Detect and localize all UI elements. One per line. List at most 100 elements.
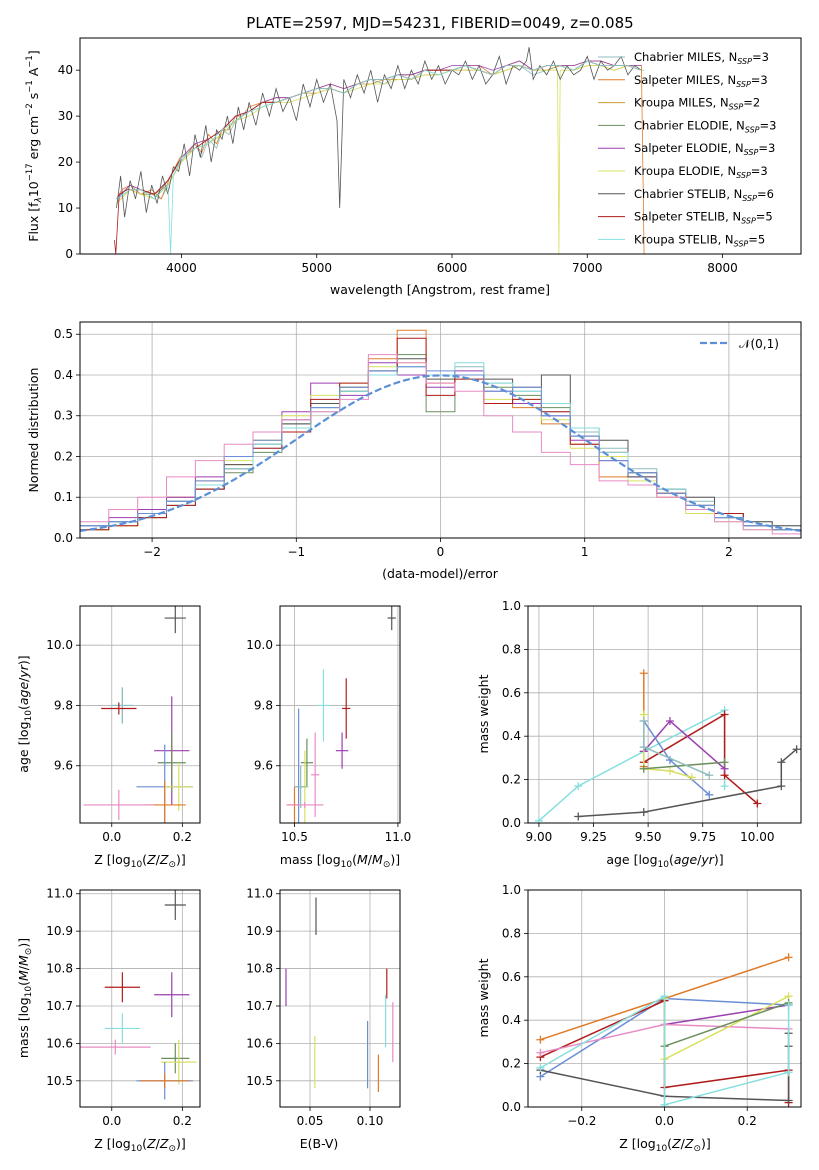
legend-label: Salpeter STELIB, NSSP=5 — [634, 210, 773, 226]
y-tick-label: 9.6 — [254, 759, 273, 773]
weight-line — [664, 1002, 789, 1047]
panel-z-vs-massweight: −0.2 0.0 0.2 0.0 0.2 0.4 0.6 0.8 1.0 — [502, 883, 802, 1128]
axes-frame — [79, 889, 201, 1108]
y-tick-label: 10.8 — [46, 962, 73, 976]
x-tick-label: 2 — [725, 545, 733, 559]
y-tick-label: 0.2 — [502, 773, 521, 787]
y-tick-label: 10.8 — [246, 962, 273, 976]
y-tick-label: 30 — [58, 109, 73, 123]
z-vs-mass-ylabel: mass [log10(M/M⊙)] — [16, 938, 34, 1058]
panel-age-vs-massweight: 9.00 9.25 9.50 9.75 10.00 0.0 0.2 0.4 0.6 0.8 1.0 — [502, 599, 802, 844]
y-tick-label: 0 — [65, 247, 73, 261]
hist-axis-labels: (data-model)/error Normed distribution — [26, 368, 499, 581]
y-tick-label: 9.8 — [254, 698, 273, 712]
x-tick-label: 8000 — [707, 261, 738, 275]
weight-marker — [536, 1063, 545, 1072]
spectrum-axis-labels: wavelength [Angstrom, rest frame] Flux [… — [25, 50, 550, 297]
z-mw-xlabel: Z [log10(Z/Z⊙)] — [619, 1136, 711, 1154]
weight-marker — [720, 782, 729, 791]
y-tick-label: 0.1 — [54, 490, 73, 504]
weight-marker — [705, 790, 714, 799]
plot-area — [534, 669, 801, 823]
legend-label: Chabrier ELODIE, NSSP=3 — [634, 118, 776, 134]
hist-xlabel: (data-model)/error — [382, 566, 499, 581]
legend-label: Salpeter ELODIE, NSSP=3 — [634, 141, 775, 157]
axes-frame — [527, 605, 802, 824]
y-tick-label: 1.0 — [502, 883, 521, 897]
y-tick-label: 0.5 — [54, 327, 73, 341]
weight-marker — [574, 782, 583, 791]
legend-label: Chabrier STELIB, NSSP=6 — [634, 187, 774, 203]
legend-label: Chabrier MILES, NSSP=3 — [634, 50, 769, 66]
weight-line — [643, 761, 725, 770]
y-tick-label: 0.6 — [502, 970, 521, 984]
y-tick-label: 10.0 — [246, 638, 273, 652]
x-tick-label: 0 — [437, 545, 445, 559]
weight-marker — [720, 758, 729, 767]
y-tick-label: 10.6 — [246, 1036, 273, 1050]
z-vs-mass-xlabel: Z [log10(Z/Z⊙)] — [94, 1136, 186, 1154]
y-tick-label: 11.0 — [246, 887, 273, 901]
axis-ticks: 9.00 9.25 9.50 9.75 10.00 0.0 0.2 0.4 0.6 0.8 1.0 — [502, 599, 775, 844]
x-tick-label: 0.2 — [738, 1114, 757, 1128]
figure-title: PLATE=2597, MJD=54231, FIBERID=0049, z=0… — [246, 14, 633, 32]
weight-marker — [665, 717, 674, 726]
panel-histogram: 𝒩(0,1) −2 −1 0 1 2 0.0 0.1 0.2 0.3 0.4 0.5 — [54, 321, 802, 559]
spectrum-ylabel: Flux [fλ10−17 erg cm−2 s−1 A−1] — [25, 50, 44, 241]
x-tick-label: 0.2 — [173, 1114, 192, 1128]
axis-ticks: 0.0 0.2 9.6 9.8 10.0 — [46, 638, 192, 844]
y-tick-label: 10.7 — [46, 999, 73, 1013]
x-tick-label: 9.75 — [689, 830, 716, 844]
x-tick-label: 9.50 — [635, 830, 662, 844]
y-tick-label: 10.0 — [46, 638, 73, 652]
axis-ticks: 4000 5000 6000 7000 8000 0 10 20 30 40 — [58, 63, 738, 275]
series-line — [116, 60, 642, 254]
y-tick-label: 0.0 — [54, 531, 73, 545]
legend-label: Kroupa STELIB, NSSP=5 — [634, 232, 765, 248]
panel-spectrum: Chabrier MILES, NSSP=3 Salpeter MILES, NS… — [58, 37, 802, 275]
weight-marker — [639, 808, 648, 817]
x-tick-label: 5000 — [301, 261, 332, 275]
gaussian-curve — [80, 374, 801, 532]
y-tick-label: 0.4 — [54, 368, 73, 382]
weight-line — [664, 1004, 789, 1026]
axes-frame — [279, 889, 401, 1108]
y-tick-label: 0.8 — [502, 926, 521, 940]
x-tick-label: 6000 — [437, 261, 468, 275]
weight-marker — [777, 758, 786, 767]
age-mw-xlabel: age [log10(age/yr)] — [606, 852, 723, 870]
weight-marker — [792, 745, 801, 754]
weight-marker — [534, 816, 543, 823]
x-tick-label: −0.2 — [567, 1114, 596, 1128]
weight-marker — [753, 799, 762, 808]
panel-z-vs-age: 0.0 0.2 9.6 9.8 10.0 — [46, 605, 201, 844]
y-tick-label: 40 — [58, 63, 73, 77]
x-tick-label: −2 — [143, 545, 161, 559]
axis-ticks: 10.5 11.0 9.6 9.8 10.0 — [246, 638, 411, 844]
x-tick-label: 0.0 — [655, 1114, 674, 1128]
x-tick-label: 9.25 — [580, 830, 607, 844]
series-line — [116, 47, 642, 218]
weight-marker — [784, 1068, 793, 1077]
x-tick-label: 1 — [581, 545, 589, 559]
y-tick-label: 0.4 — [502, 729, 521, 743]
x-tick-label: 7000 — [572, 261, 603, 275]
axis-ticks: −2 −1 0 1 2 0.0 0.1 0.2 0.3 0.4 0.5 — [54, 327, 733, 559]
plot-area — [114, 47, 645, 254]
x-tick-label: 0.05 — [297, 1114, 324, 1128]
weight-marker — [660, 992, 669, 1001]
weight-marker — [536, 1048, 545, 1057]
weight-marker — [784, 1096, 793, 1105]
y-tick-label: 10.7 — [246, 999, 273, 1013]
x-tick-label: 0.2 — [173, 830, 192, 844]
legend-label: Salpeter MILES, NSSP=3 — [634, 73, 768, 89]
y-tick-label: 10.6 — [46, 1036, 73, 1050]
axes-frame — [79, 605, 201, 824]
x-tick-label: 0.0 — [102, 1114, 121, 1128]
y-tick-label: 10.9 — [246, 924, 273, 938]
panel-ebv-vs-mass: 0.05 0.10 10.5 10.6 10.7 10.8 10.9 11.0 — [246, 887, 401, 1128]
y-tick-label: 10 — [58, 201, 73, 215]
x-tick-label: 4000 — [166, 261, 197, 275]
y-tick-label: 0.2 — [54, 449, 73, 463]
